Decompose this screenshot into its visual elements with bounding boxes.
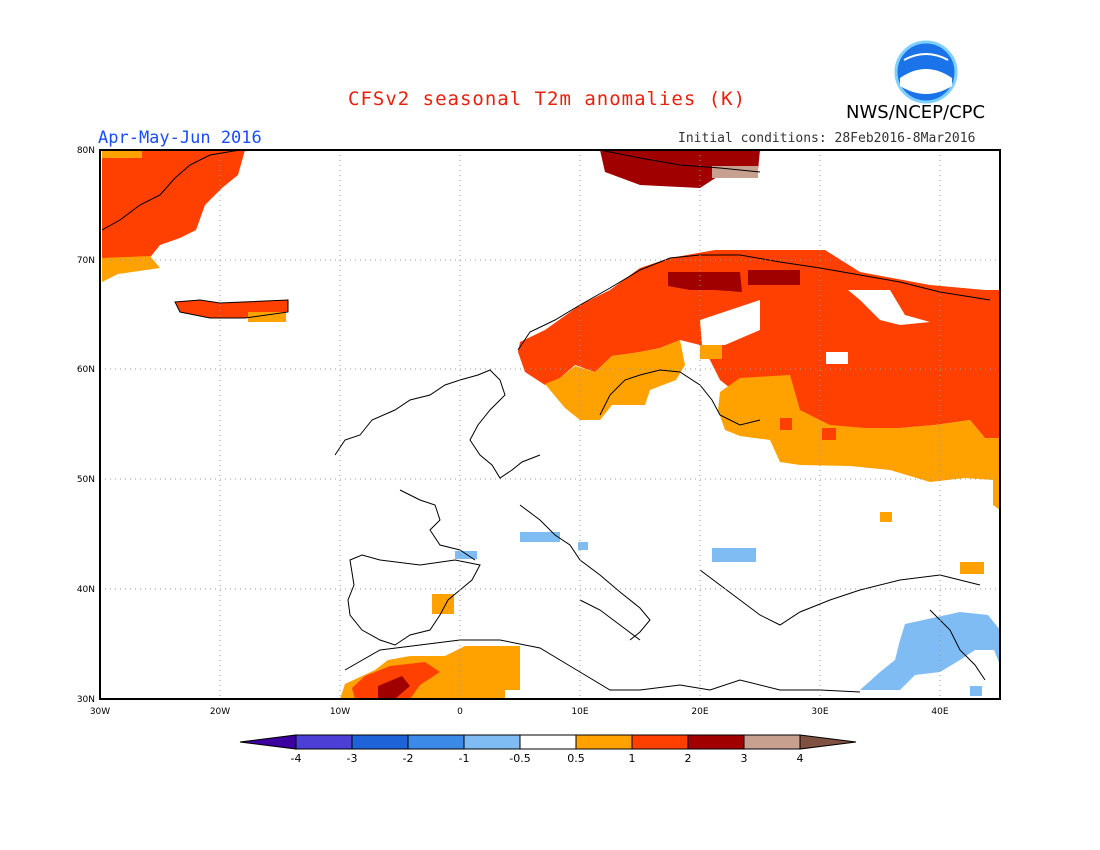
colorbar-swatch xyxy=(575,734,633,750)
lat-tick-label: 70N xyxy=(77,256,95,266)
colorbar-swatch xyxy=(351,734,409,750)
lon-tick-label: 20E xyxy=(691,707,708,717)
anomaly-gap-white-sea xyxy=(848,290,930,325)
colorbar-swatch xyxy=(463,734,521,750)
anomaly-spot xyxy=(880,512,892,522)
cool-patch xyxy=(578,542,588,550)
coastlines xyxy=(101,149,991,693)
anomaly-spot xyxy=(822,428,836,440)
anomaly-gap-bothnia xyxy=(700,300,760,345)
finland-orange xyxy=(700,345,722,359)
svalbard-anomaly xyxy=(600,150,760,188)
map-frame xyxy=(99,149,1001,700)
lat-axis: 30N 40N 50N 60N 70N 80N xyxy=(77,146,95,705)
lat-tick-label: 50N xyxy=(77,475,95,485)
anomaly-spot xyxy=(780,418,792,430)
lon-tick-label: 10E xyxy=(571,707,588,717)
lat-tick-label: 80N xyxy=(77,146,95,156)
iceland-anomaly-edge xyxy=(248,312,286,322)
map-title: CFSv2 seasonal T2m anomalies (K) xyxy=(348,88,747,110)
cool-patch-alps xyxy=(520,532,560,542)
colorbar-label: -4 xyxy=(291,752,302,765)
morocco-dark xyxy=(378,676,410,699)
colorbar-swatch xyxy=(687,734,745,750)
cool-patch xyxy=(970,686,982,696)
colorbar-low-arrow xyxy=(239,734,297,750)
svalbard-bar xyxy=(712,166,758,178)
colorbar: -4 -3 -2 -1 -0.5 0.5 1 2 3 4 xyxy=(239,734,857,765)
colorbar-swatch xyxy=(519,734,577,750)
colorbar-swatch xyxy=(631,734,689,750)
levant-anomaly xyxy=(860,612,1000,690)
colorbar-label: -2 xyxy=(403,752,414,765)
lon-tick-label: 20W xyxy=(210,707,230,717)
colorbar-label: -0.5 xyxy=(509,752,530,765)
colorbar-label: 2 xyxy=(685,752,692,765)
colorbar-label: -1 xyxy=(459,752,470,765)
lat-tick-label: 40N xyxy=(77,585,95,595)
lon-tick-label: 0 xyxy=(457,707,463,717)
initial-conditions: Initial conditions: 28Feb2016-8Mar2016 xyxy=(678,131,976,146)
colorbar-label: 4 xyxy=(797,752,804,765)
noaa-logo-icon xyxy=(894,40,958,104)
colorbar-label: 1 xyxy=(629,752,636,765)
colorbar-swatch xyxy=(407,734,465,750)
colorbar-swatch xyxy=(295,734,353,750)
greenland-tip xyxy=(102,150,142,158)
greenland-anomaly xyxy=(102,150,245,270)
lon-tick-label: 10W xyxy=(330,707,350,717)
anomaly-spot xyxy=(960,562,984,574)
colorbar-swatch xyxy=(743,734,801,750)
graticule xyxy=(100,150,1000,699)
cool-patch-balkans xyxy=(712,548,756,562)
scandinavia-dark-core xyxy=(668,270,800,292)
greenland-anomaly-edge xyxy=(102,256,160,282)
colorbar-label: 0.5 xyxy=(567,752,585,765)
anomaly-shading xyxy=(102,150,1000,699)
cool-patch-pyrenees xyxy=(455,551,477,559)
anomaly-gap xyxy=(826,352,848,364)
lon-tick-label: 40E xyxy=(931,707,948,717)
spain-orange xyxy=(432,594,454,614)
eastern-europe-anomaly xyxy=(718,375,1000,510)
agency-label: NWS/NCEP/CPC xyxy=(846,102,986,123)
colorbar-label: -3 xyxy=(347,752,358,765)
colorbar-label: 3 xyxy=(741,752,748,765)
lat-tick-label: 60N xyxy=(77,365,95,375)
lon-axis: 30W 20W 10W 0 10E 20E 30E 40E xyxy=(90,707,949,717)
forecast-period: Apr-May-Jun 2016 xyxy=(98,128,262,148)
lon-tick-label: 30W xyxy=(90,707,110,717)
lat-tick-label: 30N xyxy=(77,695,95,705)
lon-tick-label: 30E xyxy=(811,707,828,717)
colorbar-high-arrow xyxy=(799,734,857,750)
